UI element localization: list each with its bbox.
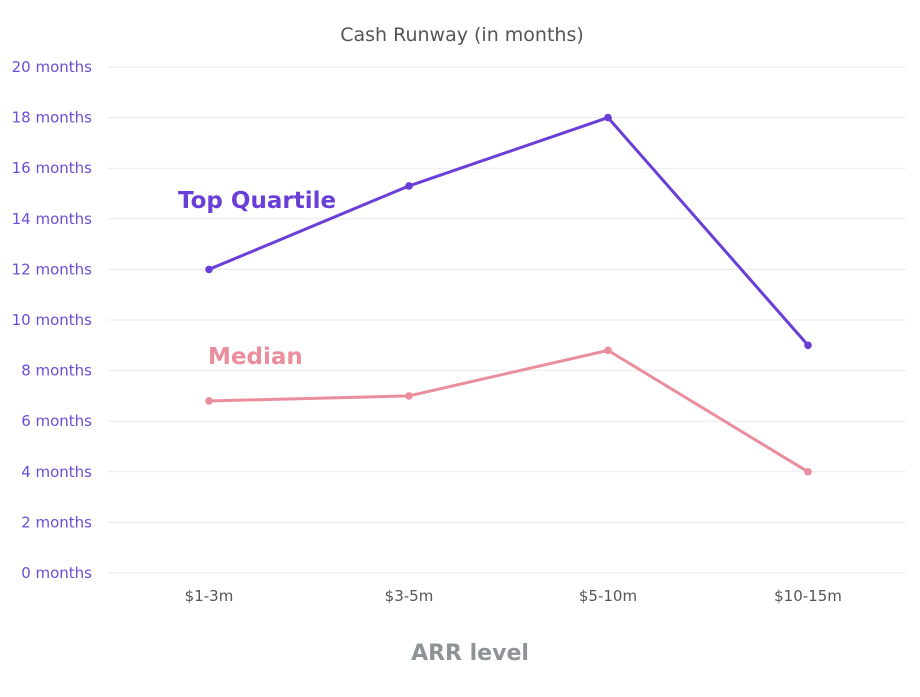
data-point: [604, 346, 612, 355]
y-tick-label: 10 months: [12, 311, 93, 329]
y-tick-label: 12 months: [12, 260, 93, 278]
y-tick-label: 16 months: [12, 159, 93, 177]
x-tick-label: $1-3m: [185, 587, 234, 605]
series-layer: [205, 113, 812, 476]
x-axis-ticks: $1-3m $3-5m $5-10m $10-15m: [185, 587, 842, 605]
data-point: [205, 397, 213, 405]
series-label-top-quartile: Top Quartile: [178, 188, 336, 214]
data-point: [804, 468, 812, 476]
x-tick-label: $5-10m: [579, 587, 637, 605]
series-line-0: [207, 116, 810, 347]
y-tick-label: 2 months: [21, 513, 92, 531]
y-tick-label: 0 months: [21, 564, 92, 582]
series-label-median: Median: [208, 344, 303, 370]
data-point: [604, 113, 612, 122]
chart-title: Cash Runway (in months): [340, 24, 584, 46]
y-tick-label: 6 months: [21, 412, 92, 430]
y-tick-label: 4 months: [21, 463, 92, 481]
x-axis-label: ARR level: [411, 641, 529, 666]
data-point: [405, 392, 413, 400]
y-tick-label: 8 months: [21, 362, 92, 380]
x-tick-label: $10-15m: [774, 587, 842, 605]
series-line-1: [207, 348, 810, 474]
y-tick-label: 14 months: [12, 210, 93, 228]
gridlines: [108, 66, 906, 574]
data-point: [405, 182, 413, 190]
y-axis-ticks: 0 months 2 months 4 months 6 months 8 months…: [12, 58, 93, 582]
x-tick-label: $3-5m: [385, 587, 434, 605]
y-tick-label: 20 months: [12, 58, 93, 76]
data-point: [804, 341, 812, 350]
y-tick-label: 18 months: [12, 109, 93, 127]
data-point: [205, 265, 213, 274]
